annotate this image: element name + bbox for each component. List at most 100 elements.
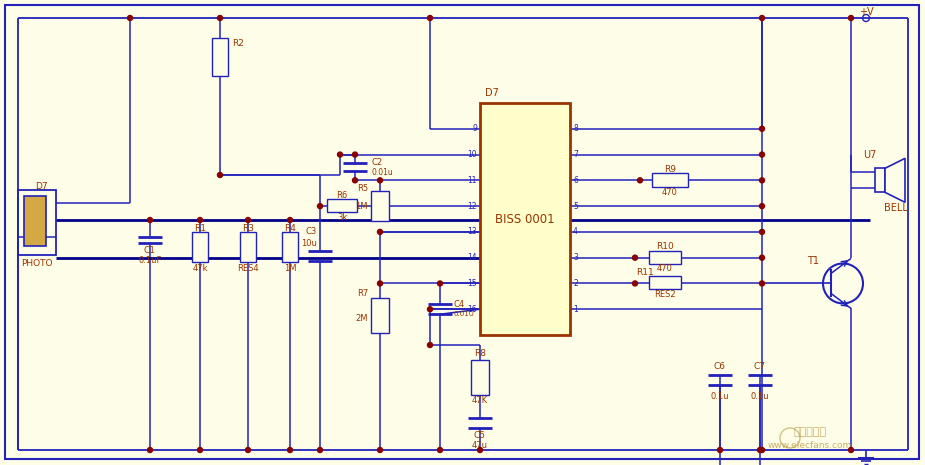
Text: 10: 10	[467, 150, 477, 159]
Circle shape	[759, 229, 764, 234]
Text: C7: C7	[754, 361, 766, 371]
Text: 0.01U: 0.01U	[454, 311, 475, 317]
Text: R4: R4	[284, 224, 296, 232]
Text: D7: D7	[35, 181, 47, 191]
Text: 3: 3	[573, 253, 578, 262]
Polygon shape	[885, 159, 905, 202]
Text: 15: 15	[467, 279, 477, 288]
Text: 0.1u: 0.1u	[751, 392, 770, 400]
Circle shape	[288, 447, 292, 452]
Circle shape	[759, 281, 764, 286]
Circle shape	[377, 447, 383, 452]
Circle shape	[427, 343, 433, 347]
Circle shape	[245, 447, 251, 452]
Text: C2: C2	[371, 158, 382, 167]
Text: U7: U7	[863, 150, 877, 160]
Text: 16: 16	[467, 305, 477, 314]
Bar	[371, 191, 389, 221]
Circle shape	[633, 281, 637, 286]
Text: 47u: 47u	[472, 440, 488, 450]
Circle shape	[128, 15, 132, 20]
Bar	[875, 168, 885, 193]
Text: C5: C5	[474, 431, 486, 439]
Circle shape	[759, 178, 764, 183]
Circle shape	[759, 15, 764, 20]
Text: 47K: 47K	[472, 396, 488, 405]
Circle shape	[377, 281, 383, 286]
Circle shape	[147, 447, 153, 452]
Bar	[282, 232, 298, 262]
Bar	[480, 103, 570, 335]
Circle shape	[759, 447, 764, 452]
Circle shape	[198, 218, 203, 222]
Text: C6: C6	[714, 361, 726, 371]
Circle shape	[848, 447, 854, 452]
Circle shape	[758, 447, 762, 452]
Bar	[327, 199, 357, 212]
Text: R10: R10	[656, 242, 674, 251]
Text: R5: R5	[357, 184, 368, 193]
Text: 0.1uF: 0.1uF	[139, 255, 162, 265]
Bar	[18, 190, 56, 255]
Text: +V: +V	[858, 7, 873, 17]
Circle shape	[633, 255, 637, 260]
Text: 13: 13	[467, 227, 477, 236]
Text: 47k: 47k	[192, 264, 208, 272]
Bar	[652, 173, 688, 187]
Text: C3: C3	[306, 226, 317, 236]
Text: RES2: RES2	[654, 290, 676, 299]
Text: 14: 14	[467, 253, 477, 262]
Bar	[649, 277, 681, 289]
Text: C4: C4	[454, 300, 465, 309]
Text: R3: R3	[242, 224, 254, 232]
Circle shape	[377, 229, 383, 234]
Bar	[192, 232, 208, 262]
Text: 7: 7	[573, 150, 578, 159]
Text: R1: R1	[194, 224, 206, 232]
Bar	[471, 360, 489, 395]
Text: 12: 12	[467, 202, 477, 211]
Circle shape	[338, 152, 342, 157]
Circle shape	[637, 178, 643, 183]
Circle shape	[217, 173, 223, 178]
Circle shape	[198, 447, 203, 452]
Text: 2: 2	[573, 279, 578, 288]
Text: 电子发烧友: 电子发烧友	[794, 427, 827, 437]
Circle shape	[759, 152, 764, 157]
Circle shape	[848, 15, 854, 20]
Text: 3k: 3k	[337, 213, 347, 222]
Text: 10u: 10u	[302, 239, 317, 247]
Text: 1M: 1M	[284, 264, 296, 272]
Bar	[212, 38, 228, 76]
Text: R6: R6	[337, 191, 348, 199]
Text: 0.1u: 0.1u	[710, 392, 729, 400]
Text: C1: C1	[144, 246, 156, 254]
Text: 6: 6	[573, 176, 578, 185]
Circle shape	[759, 126, 764, 131]
Text: 470: 470	[657, 264, 673, 273]
Text: 0.01u: 0.01u	[371, 168, 393, 177]
Circle shape	[438, 447, 442, 452]
Text: 4: 4	[573, 227, 578, 236]
Text: BISS 0001: BISS 0001	[495, 213, 555, 226]
Circle shape	[352, 152, 357, 157]
Circle shape	[427, 15, 433, 20]
Bar	[371, 299, 389, 333]
Text: R9: R9	[664, 165, 676, 174]
Text: T1: T1	[807, 256, 819, 266]
Circle shape	[217, 15, 223, 20]
Text: RES4: RES4	[237, 264, 259, 272]
Circle shape	[288, 218, 292, 222]
Circle shape	[317, 204, 323, 209]
Text: 8: 8	[573, 124, 578, 133]
Text: 1: 1	[573, 305, 578, 314]
Bar	[649, 251, 681, 264]
Circle shape	[377, 178, 383, 183]
Text: R2: R2	[232, 39, 244, 47]
Text: R8: R8	[474, 348, 486, 358]
Circle shape	[759, 255, 764, 260]
Text: R11: R11	[636, 268, 654, 277]
Circle shape	[245, 218, 251, 222]
Text: PHOTO: PHOTO	[21, 259, 53, 267]
Text: 1M: 1M	[355, 202, 368, 211]
